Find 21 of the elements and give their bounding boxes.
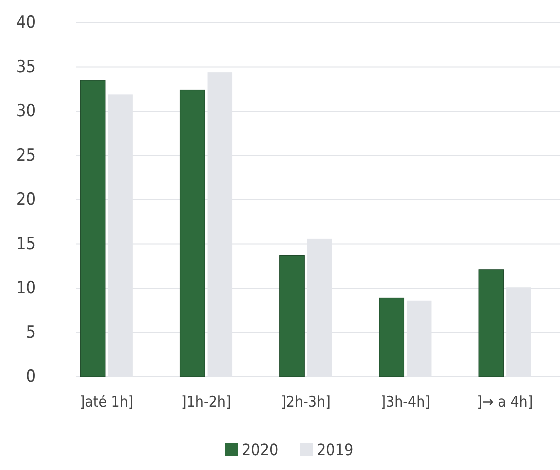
x-tick-label: ]→ a 4h] — [477, 393, 534, 411]
bar — [80, 80, 106, 378]
y-tick-label: 20 — [16, 190, 36, 210]
y-tick-label: 40 — [16, 13, 36, 33]
y-tick-label: 35 — [16, 57, 36, 78]
x-tick-label: ]1h-2h] — [182, 393, 232, 411]
x-tick-label: ]até 1h] — [80, 393, 134, 411]
x-tick-label: ]3h-4h] — [380, 393, 430, 411]
x-tick-label: ]2h-3h] — [281, 393, 331, 411]
legend-label: 2019 — [317, 440, 354, 460]
y-tick-label: 15 — [16, 234, 36, 254]
bar — [379, 298, 405, 378]
bar — [180, 90, 206, 378]
y-tick-label: 0 — [26, 367, 36, 387]
y-tick-label: 25 — [16, 146, 36, 166]
y-tick-label: 5 — [26, 322, 36, 343]
bar — [478, 270, 504, 378]
legend-label: 2020 — [242, 440, 279, 460]
bar — [280, 255, 305, 378]
y-tick-label: 30 — [16, 102, 36, 122]
y-tick-label: 10 — [16, 278, 36, 298]
